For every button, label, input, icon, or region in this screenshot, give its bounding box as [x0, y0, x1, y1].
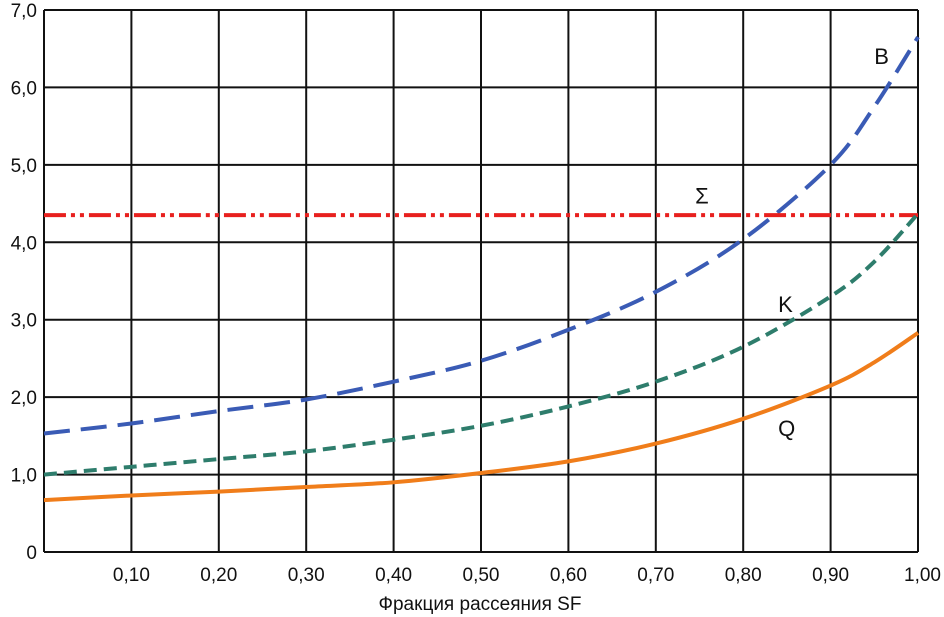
- series-labels: B Σ K Q: [695, 44, 889, 441]
- y-tick-label: 3,0: [11, 311, 37, 332]
- y-tick-label: 7,0: [11, 1, 37, 22]
- series-label-0: B: [874, 44, 889, 69]
- y-tick-label: 5,0: [11, 156, 37, 177]
- y-tick-label: 0: [26, 543, 37, 564]
- series-line-3: [43, 331, 920, 503]
- x-tick-label: 0,50: [463, 565, 500, 586]
- y-tick-label: 1,0: [11, 466, 37, 487]
- x-tick-label: 1,00: [904, 565, 941, 586]
- series-line-0: [43, 36, 920, 436]
- x-axis-label: Фракция рассеяния SF: [379, 594, 582, 615]
- series-layer: [43, 36, 920, 503]
- series-line-2: [43, 212, 920, 477]
- x-tick-label: 0,10: [113, 565, 150, 586]
- y-tick-label: 4,0: [11, 233, 37, 254]
- series-label-1: Σ: [695, 184, 709, 209]
- tick-labels: 0 1,0 2,0 3,0 4,0 5,0 6,0 7,0 0,10 0,20 0,30 0,40 0,…: [11, 1, 941, 586]
- x-tick-label: 0,60: [550, 565, 587, 586]
- grid: [43, 9, 919, 553]
- x-tick-label: 0,20: [200, 565, 237, 586]
- x-tick-label: 0,80: [725, 565, 762, 586]
- x-tick-label: 0,30: [288, 565, 325, 586]
- y-tick-label: 2,0: [11, 388, 37, 409]
- series-label-3: Q: [778, 416, 795, 441]
- x-tick-label: 0,70: [637, 565, 674, 586]
- x-tick-label: 0,40: [375, 565, 412, 586]
- series-label-2: K: [778, 292, 793, 317]
- x-tick-label: 0,90: [812, 565, 849, 586]
- y-tick-label: 6,0: [11, 78, 37, 99]
